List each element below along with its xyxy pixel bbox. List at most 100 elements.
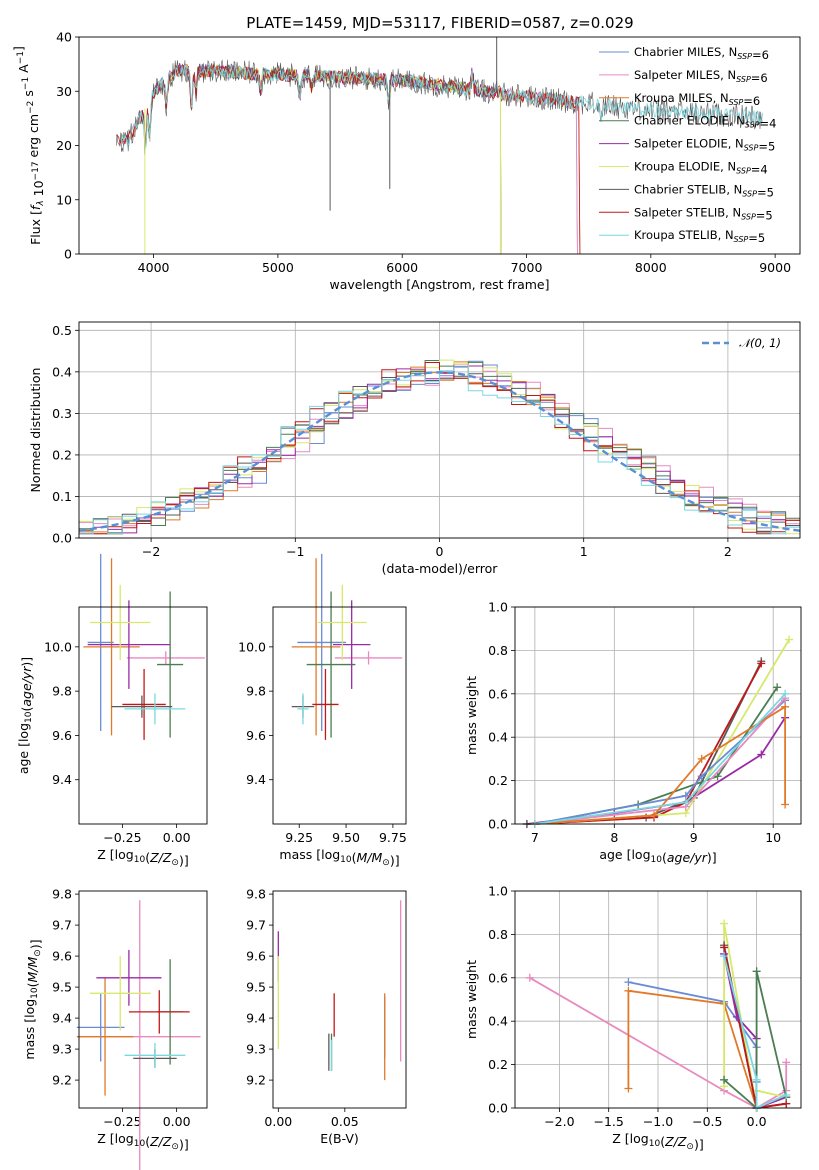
axes-frame: [78, 890, 208, 1109]
y-tick-label: 10.0: [44, 639, 72, 654]
mass-weight-marker: [650, 811, 659, 820]
axes-frame: [272, 606, 407, 825]
y-tick-label: 9.3: [52, 1042, 72, 1057]
legend-entry: Salpeter STELIB, NSSP=5: [634, 205, 773, 222]
x-tick-label: 4000: [138, 260, 170, 275]
y-tick-label: 0.4: [488, 1014, 508, 1029]
errorbar-point: [83, 558, 140, 736]
spectrum-line: [116, 59, 763, 155]
axes-frame: [272, 890, 407, 1109]
y-tick-label: 9.8: [246, 887, 266, 902]
mass-weight-marker: [624, 1084, 633, 1093]
x-tick-label: 6000: [386, 260, 418, 275]
figure-title: PLATE=1459, MJD=53117, FIBERID=0587, z=0…: [246, 14, 633, 32]
y-axis-label: mass [log10(M/M⊙)]: [22, 939, 43, 1059]
age-vs-metallicity-panel: −0.25 0.00 9.4 9.6 9.8 10.0 Z [log10(Z/Z⊙)] age…: [16, 553, 208, 868]
x-axis-label: wavelength [Angstrom, rest frame]: [329, 277, 549, 292]
mass-weight-marker: [713, 772, 722, 781]
x-tick-label: 7000: [511, 260, 543, 275]
errorbar-point: [332, 600, 371, 689]
x-axis-label: mass [log10(M/M⊙)]: [279, 847, 399, 868]
x-tick-label: 9000: [759, 260, 791, 275]
axes-frame: [514, 606, 802, 825]
y-tick-label: 9.5: [52, 980, 72, 995]
x-tick-label: −0.5: [692, 1114, 722, 1129]
y-tick-label: 0.0: [52, 531, 72, 546]
y-axis-label: Normed distribution: [28, 368, 43, 493]
errorbar-point: [89, 956, 151, 1031]
errorbar-point: [312, 669, 339, 740]
mass-weight-line: [723, 971, 788, 1110]
x-tick-label: 5000: [262, 260, 294, 275]
legend-entry: Salpeter MILES, NSSP=6: [634, 68, 768, 85]
mass-weight-marker: [720, 1075, 729, 1084]
mass-weight-marker: [720, 919, 729, 928]
legend-entry: Chabrier STELIB, NSSP=5: [634, 182, 774, 199]
y-tick-label: 40: [56, 30, 72, 45]
x-axis-label: (data-model)/error: [382, 561, 499, 576]
y-axis-label: mass weight: [464, 960, 479, 1039]
mass-weight-marker: [752, 1075, 761, 1084]
errorbar-point: [128, 990, 190, 1034]
y-tick-label: 9.7: [52, 918, 72, 933]
mass-weight-marker: [781, 689, 790, 698]
y-tick-label: 9.8: [52, 684, 72, 699]
x-tick-label: 0.0: [747, 1114, 767, 1129]
residuals-panel: −2 −1 0 1 2 0.0 0.1 0.2 0.3 0.4 0.5 (data-model)/er…: [28, 321, 801, 576]
mass-weight-marker: [624, 978, 633, 987]
mass-weight-marker: [697, 772, 706, 781]
legend-entry: Chabrier ELODIE, NSSP=4: [634, 114, 776, 131]
x-tick-label: 9.25: [285, 830, 313, 845]
y-tick-label: 9.3: [246, 1042, 266, 1057]
errorbar-point: [111, 695, 173, 718]
x-tick-label: 0: [436, 544, 444, 559]
mass-weight-vs-age-panel: 7 8 9 10 0.0 0.2 0.4 0.6 0.8 1.0 age [log10(age/yr…: [464, 600, 802, 865]
y-axis-label: Flux [fλ 10−17 erg cm−2 s−1 A−1]: [11, 46, 46, 245]
x-tick-label: 0.00: [264, 1114, 292, 1129]
age-vs-mass-panel: 9.25 9.50 9.75 9.4 9.6 9.8 10.0 mass [log10(M/M…: [238, 553, 407, 868]
y-tick-label: 0.8: [488, 643, 508, 658]
mass-weight-marker: [681, 798, 690, 807]
y-tick-label: 0.2: [488, 1057, 508, 1072]
y-tick-label: 10.0: [238, 639, 266, 654]
errorbar-point: [76, 993, 125, 1062]
mass-weight-line: [534, 686, 778, 825]
mass-weight-marker: [757, 750, 766, 759]
errorbar-point: [87, 600, 171, 689]
x-tick-label: 1: [580, 544, 588, 559]
mass-weight-line: [534, 662, 763, 825]
x-axis-label: age [log10(age/yr)]: [599, 847, 716, 865]
y-tick-label: 9.4: [246, 1011, 266, 1026]
normal-curve: [79, 371, 800, 532]
x-tick-label: 7: [531, 830, 539, 845]
mass-weight-marker: [757, 659, 766, 668]
errorbar-point: [124, 693, 186, 725]
legend-entry: Chabrier MILES, NSSP=6: [634, 45, 769, 62]
y-tick-label: 9.6: [246, 728, 266, 743]
errorbar-point: [87, 553, 114, 731]
errorbar-point: [124, 1042, 186, 1068]
y-tick-label: 0.3: [52, 406, 72, 421]
y-tick-label: 0.0: [488, 817, 508, 832]
mass-weight-marker: [525, 973, 534, 982]
y-tick-label: 9.4: [52, 1011, 72, 1026]
mass-weight-line: [534, 693, 786, 825]
residual-histogram: [79, 362, 800, 535]
x-tick-label: 10: [765, 830, 781, 845]
x-tick-label: 0.00: [163, 1114, 191, 1129]
y-tick-label: 0.6: [488, 970, 508, 985]
y-tick-label: 0.8: [488, 927, 508, 942]
legend-entry: Kroupa MILES, NSSP=6: [634, 91, 760, 108]
errorbar-point: [334, 651, 403, 665]
y-tick-label: 9.8: [52, 887, 72, 902]
x-axis-label: Z [log10(Z/Z⊙)]: [97, 1131, 188, 1152]
errorbar-point: [89, 584, 151, 661]
x-tick-label: −1: [286, 544, 304, 559]
mass-weight-line: [723, 945, 787, 1110]
mass-weight-marker: [624, 986, 633, 995]
errorbar-point: [76, 977, 134, 1096]
spectrum-line: [116, 64, 581, 254]
y-tick-label: 9.2: [52, 1073, 72, 1088]
x-tick-label: −1.5: [594, 1114, 624, 1129]
errorbar-point: [291, 558, 341, 736]
